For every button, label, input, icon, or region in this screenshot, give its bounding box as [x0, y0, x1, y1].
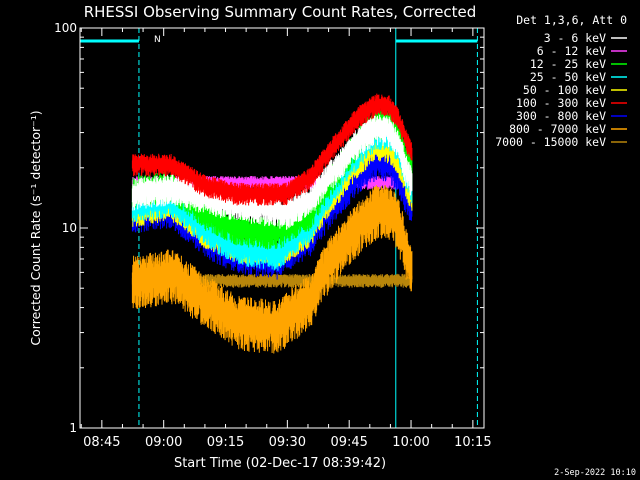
- x-axis-label: Start Time (02-Dec-17 08:39:42): [174, 456, 386, 471]
- legend-entry: 25 - 50 keV: [530, 70, 627, 84]
- legend-entry: 100 - 300 keV: [516, 96, 627, 110]
- interval-letter: N: [154, 35, 161, 45]
- series-layer: [131, 93, 413, 354]
- legend-label: 3 - 6 keV: [544, 31, 606, 45]
- night-interval-0: N: [79, 28, 161, 428]
- legend-title: Det 1,3,6, Att 0: [516, 13, 627, 27]
- legend-entry: 800 - 7000 keV: [509, 122, 627, 136]
- legend-label: 6 - 12 keV: [537, 44, 606, 58]
- x-tick-label: 09:15: [207, 435, 244, 450]
- legend-entry: 6 - 12 keV: [537, 44, 627, 58]
- legend-label: 50 - 100 keV: [523, 83, 606, 97]
- legend-label: 25 - 50 keV: [530, 70, 606, 84]
- series-800-7000keV: [131, 185, 413, 354]
- legend-label: 300 - 800 keV: [516, 109, 606, 123]
- x-tick-label: 08:45: [83, 435, 120, 450]
- legend-label: 12 - 25 keV: [530, 57, 606, 71]
- legend-label: 7000 - 15000 keV: [495, 135, 606, 149]
- legend-entry: 300 - 800 keV: [516, 109, 627, 123]
- series-100-300keV: [131, 93, 413, 206]
- y-axis-label: Corrected Count Rate (s⁻¹ detector⁻¹): [28, 110, 43, 345]
- axes: 1 10 100 08:45 09:00 09:15 09:30 09:45 10:00 10:1…: [54, 21, 492, 450]
- night-interval-1: [395, 28, 478, 428]
- legend-entry: 3 - 6 keV: [544, 31, 627, 45]
- legend-entry: 7000 - 15000 keV: [495, 135, 627, 149]
- x-tick-label: 09:30: [269, 435, 306, 450]
- x-tick-label: 10:15: [454, 435, 491, 450]
- legend-entry: 12 - 25 keV: [530, 57, 627, 71]
- series-3-6keV: [131, 114, 413, 230]
- legend-label: 800 - 7000 keV: [509, 122, 606, 136]
- date-stamp: 2-Sep-2022 10:10: [554, 468, 636, 478]
- chart-title: RHESSI Observing Summary Count Rates, Co…: [84, 3, 477, 21]
- x-tick-label: 09:45: [330, 435, 367, 450]
- legend-entry: 50 - 100 keV: [523, 83, 627, 97]
- x-tick-label: 10:00: [392, 435, 429, 450]
- y-tick-label: 1: [69, 421, 77, 435]
- legend-label: 100 - 300 keV: [516, 96, 606, 110]
- y-tick-label: 100: [54, 21, 77, 35]
- y-tick-label: 10: [62, 221, 77, 235]
- x-tick-label: 09:00: [145, 435, 182, 450]
